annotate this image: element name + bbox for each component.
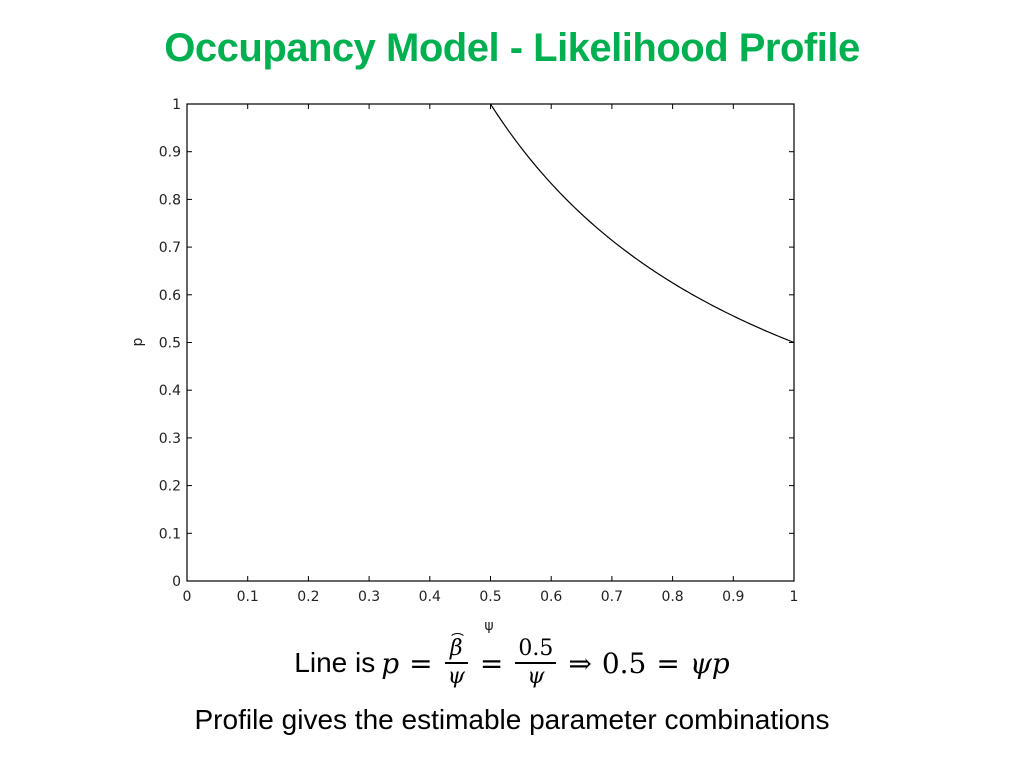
y-tick-label: 0.8 [159,192,181,208]
fraction-bar [515,662,557,664]
plot-frame [186,103,795,582]
equals-sign: = [656,646,680,680]
x-tick-label: 0.4 [419,589,441,605]
numerator-value: 0.5 [518,636,554,662]
slide-title: Occupancy Model - Likelihood Profile [164,26,860,70]
likelihood-profile-chart: 0 0.1 0.2 0.3 0.4 0.5 0.6 0.7 0.8 0.9 1 0 0.1 0.2 0.3… [130,97,799,634]
y-axis-label: p [130,337,146,346]
equals-sign: = [479,646,504,680]
fraction-bar [444,662,468,664]
y-tick-label: 0.6 [159,288,181,304]
x-tick-label: 0 [183,589,192,605]
x-axis-label: ψ [484,618,493,634]
x-tick-label: 0.5 [479,589,501,605]
y-tick-label: 0.2 [159,479,181,495]
equation: Line is p = β ψ = 0.5 ψ ⇒ 0.5 = ψp [0,628,1024,698]
caption: Profile gives the estimable parameter co… [194,704,830,735]
rhs-expression: ψp [689,646,730,680]
psi-denominator: ψ [527,663,545,689]
implies-arrow: ⇒ [568,646,592,680]
x-tick-label: 0.2 [297,589,319,605]
fraction-half-over-psi: 0.5 ψ [515,636,557,690]
x-tick-label: 0.9 [722,589,744,605]
x-tick-label: 1 [790,589,799,605]
y-tick-label: 0 [172,574,181,590]
rhs-constant: 0.5 [601,646,647,680]
y-tick-label: 0.4 [159,383,181,399]
y-tick-label: 0.5 [159,336,181,352]
equation-prefix: Line is [294,647,376,678]
x-tick-label: 0.3 [358,589,380,605]
axis-ticks [186,103,795,582]
x-tick-label: 0.7 [601,589,623,605]
x-tick-label: 0.8 [661,589,683,605]
equation-lhs: p [381,646,400,680]
beta-hat: β [447,633,466,662]
plot-area [186,103,795,582]
y-tick-label: 0.3 [159,431,181,447]
y-tick-label: 0.7 [159,240,181,256]
x-tick-labels: 0 0.1 0.2 0.3 0.4 0.5 0.6 0.7 0.8 0.9 1 [183,589,799,605]
y-tick-label: 1 [172,97,181,113]
psi-denominator: ψ [447,663,465,689]
fraction-beta-over-psi: β ψ [444,633,468,690]
x-tick-label: 0.6 [540,589,562,605]
x-tick-label: 0.1 [237,589,259,605]
y-tick-label: 0.9 [159,145,181,161]
y-tick-labels: 0 0.1 0.2 0.3 0.4 0.5 0.6 0.7 0.8 0.9 1 [159,97,181,590]
profile-curve [489,103,795,344]
y-tick-label: 0.1 [159,526,181,542]
equals-sign: = [409,646,433,680]
